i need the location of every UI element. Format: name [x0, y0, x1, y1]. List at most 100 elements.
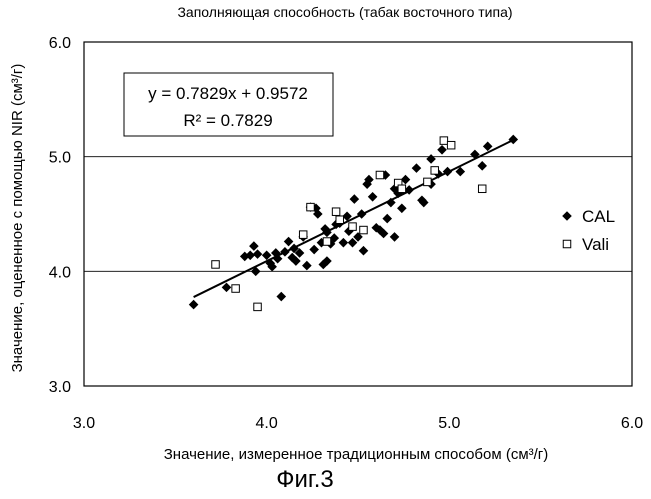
legend: CAL Vali [548, 196, 628, 263]
vali-point [298, 230, 308, 239]
vali-point [423, 177, 432, 187]
cal-point [276, 291, 287, 302]
cal-point [261, 250, 272, 261]
gridlines [84, 41, 632, 272]
cal-point [358, 245, 369, 256]
cal-point [344, 226, 354, 236]
cal-point [470, 149, 480, 160]
cal-point [364, 174, 374, 185]
cal-point [371, 222, 382, 233]
vali-point [335, 215, 344, 224]
cal-point [271, 248, 281, 258]
cal-point [477, 161, 488, 171]
figure-label: Фиг.3 [276, 466, 334, 493]
cal-point [322, 256, 332, 266]
x-tick-label: 3.0 [73, 415, 95, 432]
cal-point [302, 260, 312, 271]
vali-point [397, 184, 407, 194]
cal-point [389, 232, 400, 242]
cal-point [294, 248, 305, 258]
cal-point [239, 251, 250, 262]
cal-point [356, 209, 367, 219]
legend-box [548, 196, 628, 263]
cal-point [272, 253, 283, 264]
cal-point [442, 166, 453, 177]
regression-equation: y = 0.7829x + 0.9572 [148, 84, 308, 103]
vali-point [211, 260, 220, 269]
vali-point [331, 207, 341, 216]
cal-point [437, 144, 447, 155]
cal-point [397, 203, 407, 214]
chart-title: Заполняющая способность (табак восточног… [177, 4, 512, 20]
cal-point [245, 250, 256, 261]
y-tick-label: 5.0 [49, 150, 71, 167]
cal-point [280, 247, 290, 257]
cal-point [252, 249, 263, 259]
y-tick-labels: 3.0 4.0 5.0 6.0 [49, 35, 71, 396]
cal-point [347, 237, 358, 248]
vali-point [253, 302, 262, 312]
cal-point [249, 241, 259, 251]
r-squared-label: R² = 0.7829 [183, 111, 272, 130]
vali-point [477, 184, 487, 194]
cal-point [404, 185, 414, 195]
cal-point [291, 256, 301, 266]
cal-point [418, 197, 429, 208]
trendline-layer [193, 139, 514, 298]
x-tick-label: 4.0 [256, 415, 278, 432]
vali-point [322, 237, 332, 246]
x-tick-label: 6.0 [621, 415, 643, 432]
cal-point [318, 259, 329, 270]
y-tick-label: 4.0 [49, 264, 71, 281]
vali-point [348, 222, 357, 231]
cal-point [250, 266, 261, 277]
cal-point [386, 197, 396, 208]
cal-point [367, 192, 378, 202]
vali-point [306, 202, 315, 212]
legend-label-cal: CAL [582, 207, 615, 226]
cal-point [188, 299, 199, 310]
cal-point [313, 209, 323, 219]
vali-point [446, 140, 456, 150]
cal-point [320, 224, 330, 234]
legend-marker-cal [562, 211, 572, 221]
cal-point [411, 163, 422, 173]
cal-point [267, 261, 277, 272]
cal-point [283, 236, 294, 247]
cal-point [353, 232, 363, 242]
y-axis-label: Значение, оцененное с помощью NIR (см³/г… [9, 64, 26, 373]
x-tick-label: 5.0 [438, 415, 460, 432]
cal-point [221, 282, 232, 293]
cal-point [309, 244, 319, 255]
x-tick-labels: 3.0 4.0 5.0 6.0 [73, 415, 643, 432]
vali-point [430, 166, 439, 175]
legend-label-vali: Vali [582, 235, 609, 254]
cal-point [378, 228, 389, 239]
cal-point [338, 237, 349, 248]
equation-box [123, 72, 334, 137]
cal-point [375, 225, 385, 235]
vali-point [375, 170, 385, 180]
cal-point [389, 183, 400, 194]
cal-point [482, 141, 493, 152]
cal-point [400, 174, 411, 185]
cal-point [349, 194, 360, 204]
trendline [193, 139, 514, 298]
y-tick-label: 6.0 [49, 35, 71, 52]
vali-point [439, 136, 449, 145]
vali-point [359, 225, 368, 235]
cal-point [508, 134, 519, 145]
vali-point [231, 284, 240, 293]
cal-point [382, 213, 393, 224]
data-points-layer [188, 134, 519, 312]
cal-point [342, 211, 352, 222]
cal-point [287, 252, 298, 263]
cal-point [426, 154, 436, 164]
y-tick-label: 3.0 [49, 379, 71, 396]
cal-point [322, 227, 332, 238]
cal-point [329, 233, 340, 243]
cal-point [289, 243, 299, 254]
cal-point [455, 166, 466, 177]
cal-point [393, 188, 403, 199]
